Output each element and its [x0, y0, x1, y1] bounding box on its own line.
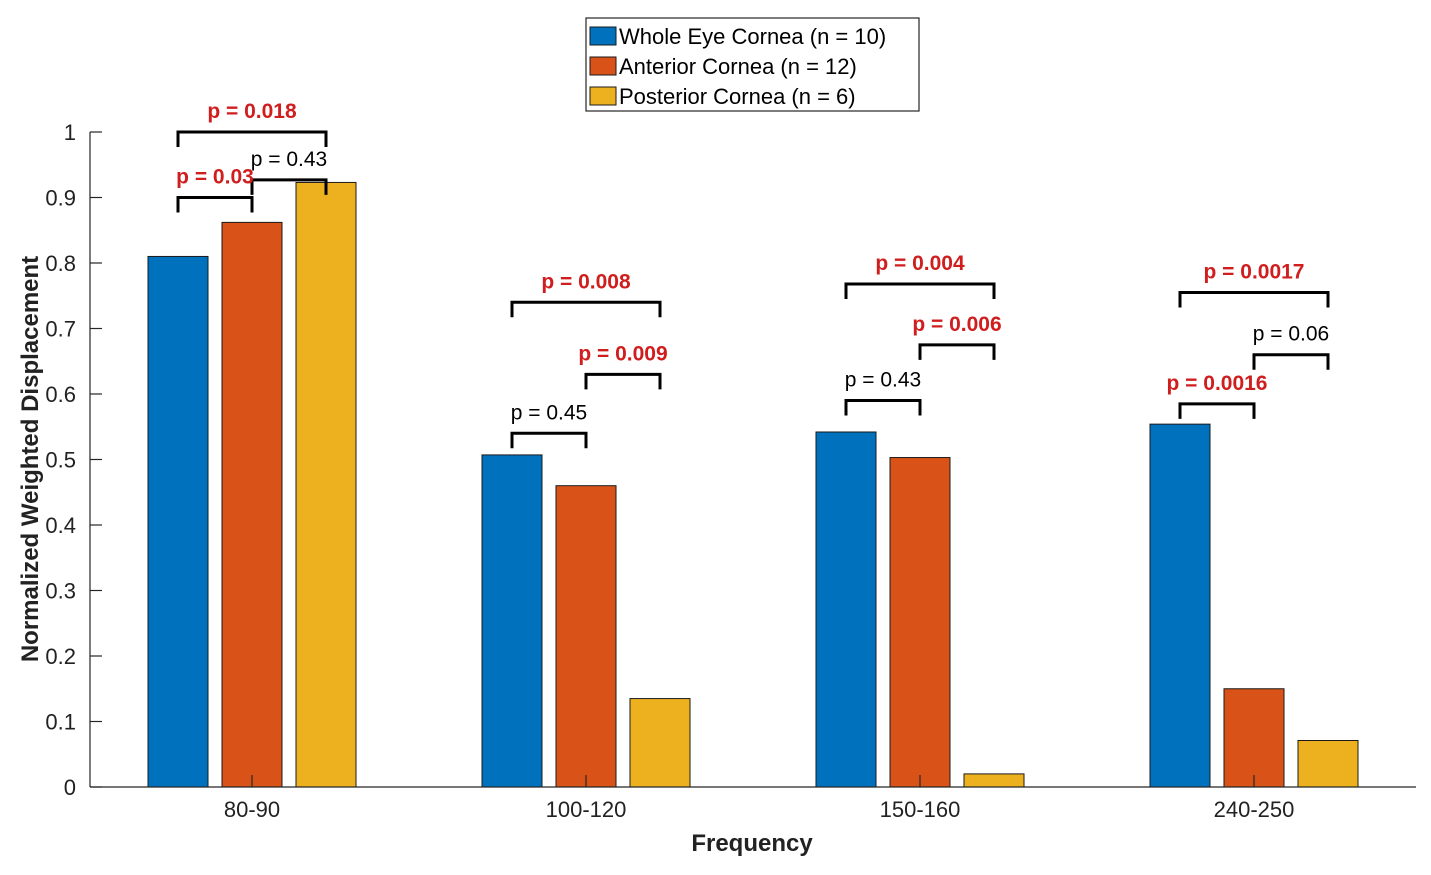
p-value-label: p = 0.0017	[1204, 260, 1305, 283]
legend-box	[585, 17, 920, 112]
p-value-label: p = 0.0016	[1167, 372, 1268, 395]
y-axis-title: Normalized Weighted Displacement	[17, 256, 44, 662]
legend: Whole Eye Cornea (n = 10) Anterior Cornea…	[585, 17, 920, 112]
bar-150-160-series-1	[815, 431, 877, 788]
p-value-label: p = 0.018	[207, 100, 297, 123]
bar-100-120-series-2	[555, 485, 617, 788]
axes-layer: 0 0.1 0.2 0.3 0.4 0.5 0.6 0.7 0.8 0.9 1 80-90 100-12…	[45, 120, 1416, 822]
significance-bracket	[1178, 402, 1256, 419]
y-tick-label: 0.7	[45, 317, 76, 342]
p-value-label: p = 0.009	[578, 342, 667, 365]
significance-bracket	[510, 300, 662, 318]
y-tick-label: 0.9	[45, 186, 76, 211]
significance-bracket	[844, 282, 996, 299]
bar-80-90-series-3	[295, 181, 357, 788]
y-tick-label: 0	[64, 775, 76, 800]
bar-150-160-series-2	[889, 457, 951, 788]
bar-100-120-series-1	[481, 454, 543, 788]
p-value-label: p = 0.43	[845, 369, 921, 392]
significance-bracket	[250, 178, 328, 195]
y-tick-label: 0.1	[45, 710, 76, 735]
significance-bracket	[584, 372, 662, 390]
x-axis-title: Frequency	[691, 830, 813, 857]
legend-label: Posterior Cornea (n = 6)	[619, 84, 856, 109]
legend-swatch	[589, 86, 617, 106]
p-value-label: p = 0.004	[875, 252, 965, 275]
bar-80-90-series-2	[221, 221, 283, 788]
y-tick-label: 0.3	[45, 579, 76, 604]
bars-layer	[147, 181, 1359, 788]
bar-240-250-series-3	[1297, 739, 1359, 788]
p-value-label: p = 0.006	[912, 313, 1001, 336]
p-value-label: p = 0.008	[541, 270, 631, 293]
legend-label: Whole Eye Cornea (n = 10)	[619, 24, 886, 49]
significance-bracket	[918, 343, 996, 360]
bar-80-90-series-1	[147, 255, 209, 788]
x-tick-label: 150-160	[880, 797, 961, 822]
legend-label: Anterior Cornea (n = 12)	[619, 54, 857, 79]
y-tick-label: 0.5	[45, 448, 76, 473]
significance-bracket	[844, 399, 922, 416]
y-tick-label: 0.4	[45, 513, 76, 538]
significance-bracket	[1252, 353, 1330, 370]
bar-100-120-series-3	[629, 698, 691, 788]
y-tick-label: 0.8	[45, 251, 76, 276]
x-tick-label: 100-120	[546, 797, 627, 822]
x-tick-label: 240-250	[1214, 797, 1295, 822]
x-tick-label: 80-90	[224, 797, 280, 822]
p-value-label: p = 0.06	[1253, 323, 1329, 346]
bar-240-250-series-2	[1223, 688, 1285, 788]
significance-bracket	[1178, 290, 1330, 308]
y-tick-label: 1	[64, 120, 76, 145]
legend-swatch	[589, 26, 617, 46]
p-value-label: p = 0.43	[251, 148, 327, 171]
legend-swatch	[589, 56, 617, 76]
y-tick-label: 0.2	[45, 644, 76, 669]
bar-150-160-series-3	[963, 773, 1025, 788]
significance-bracket	[176, 130, 328, 147]
y-tick-label: 0.6	[45, 382, 76, 407]
significance-bracket	[176, 196, 254, 213]
significance-bracket	[510, 431, 588, 449]
bar-240-250-series-1	[1149, 423, 1211, 788]
p-value-label: p = 0.03	[176, 166, 254, 189]
p-value-label: p = 0.45	[511, 401, 587, 424]
